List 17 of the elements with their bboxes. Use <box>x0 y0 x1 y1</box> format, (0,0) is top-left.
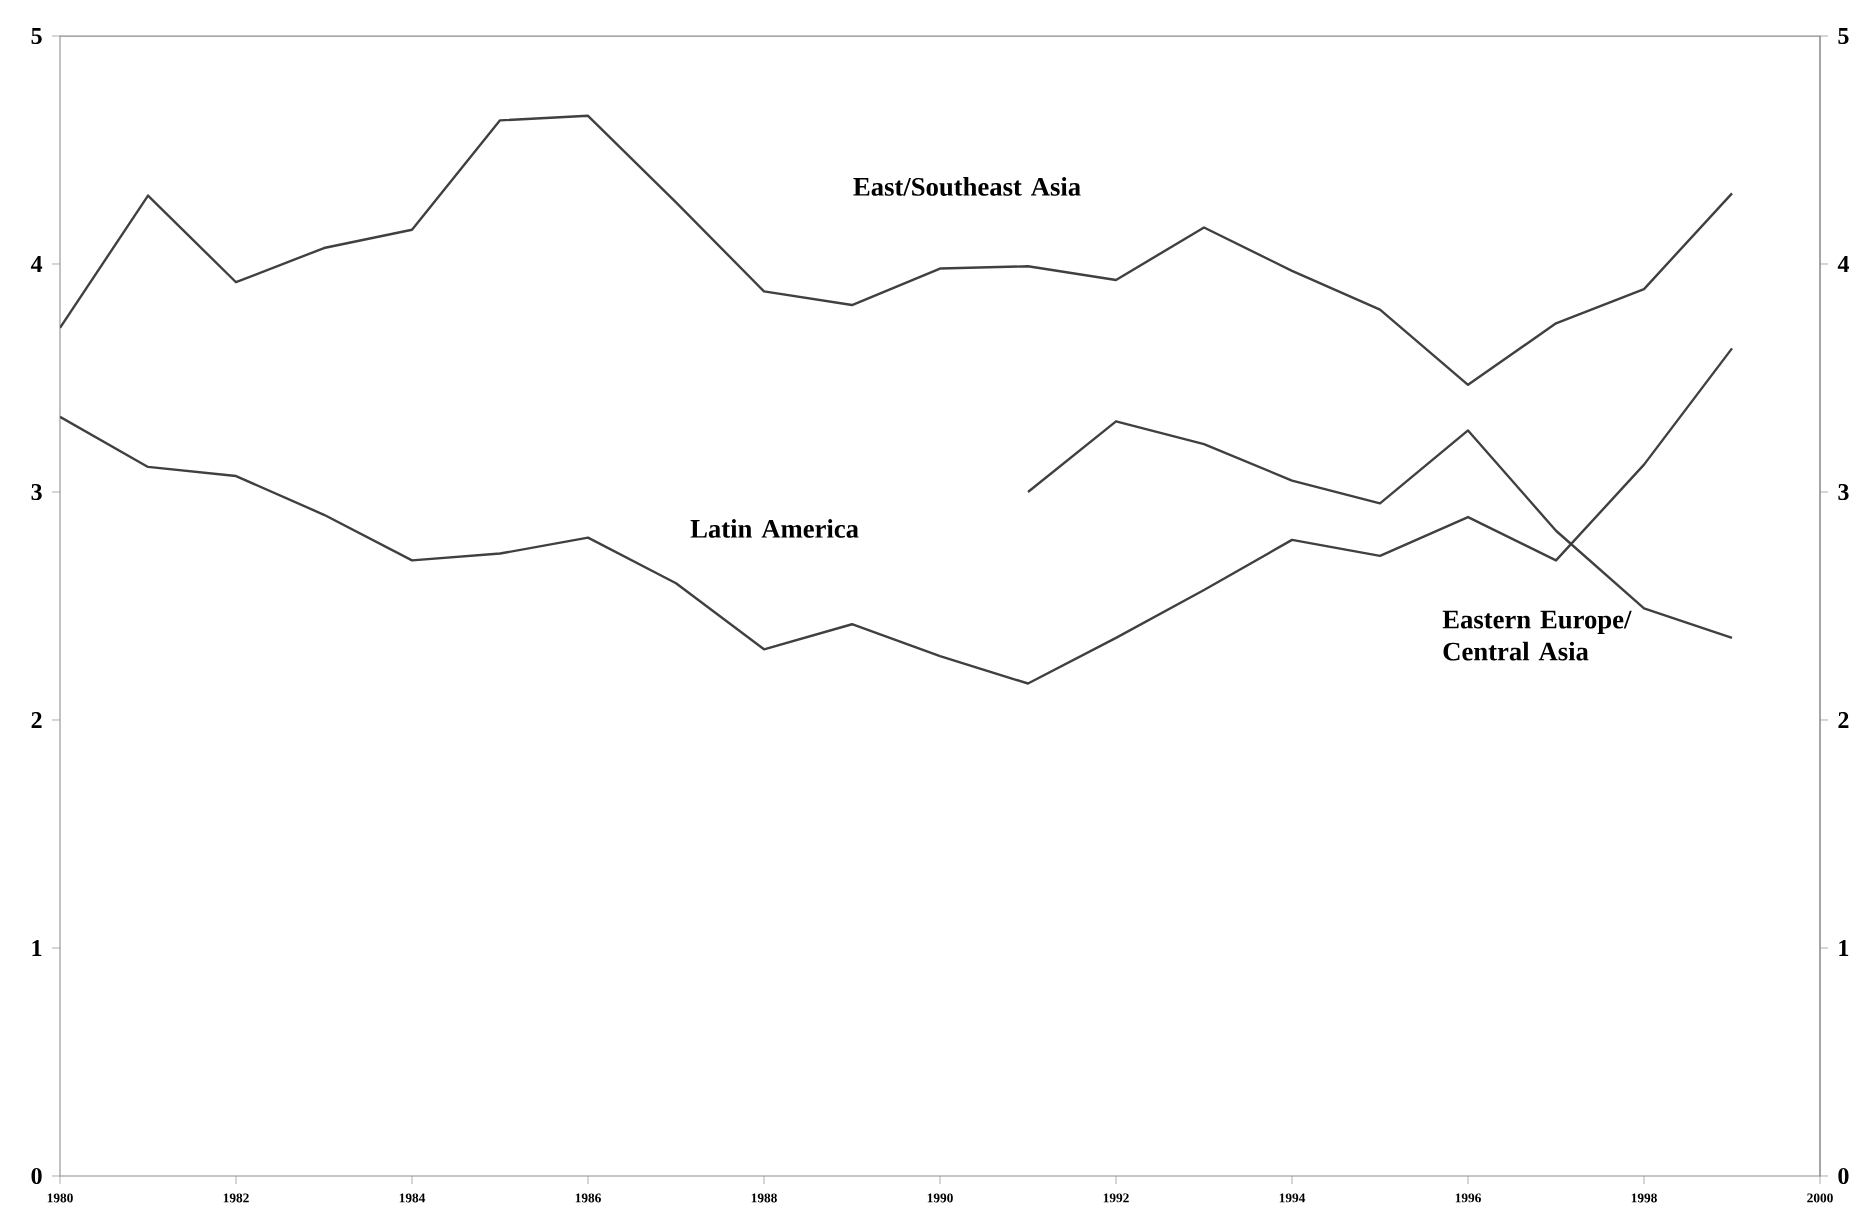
y-tick-label: 2 <box>31 712 42 728</box>
y2-tick-label: 3 <box>1838 483 1849 501</box>
y-tick-label: 4 <box>30 256 43 272</box>
y2-tick-label: 1 <box>1839 940 1849 956</box>
y2-tick-label: 0 <box>1838 1167 1849 1185</box>
y-tick-label: 5 <box>31 28 42 44</box>
line-series <box>60 347 1734 685</box>
y2-tick-label: 5 <box>1838 28 1849 44</box>
y-tick-label: 0 <box>31 1167 42 1185</box>
text: East/Southeast Asia <box>853 177 1081 196</box>
y-tick-label: 1 <box>32 940 42 956</box>
series-label: Eastern Europe/ Central Asia <box>1442 610 1632 661</box>
series-label: Latin America <box>690 519 859 538</box>
y2-tick-label: 4 <box>1837 256 1849 272</box>
y-tick-label: 3 <box>31 483 42 501</box>
y2-tick-label: 2 <box>1838 712 1849 728</box>
line-series <box>60 114 1734 387</box>
